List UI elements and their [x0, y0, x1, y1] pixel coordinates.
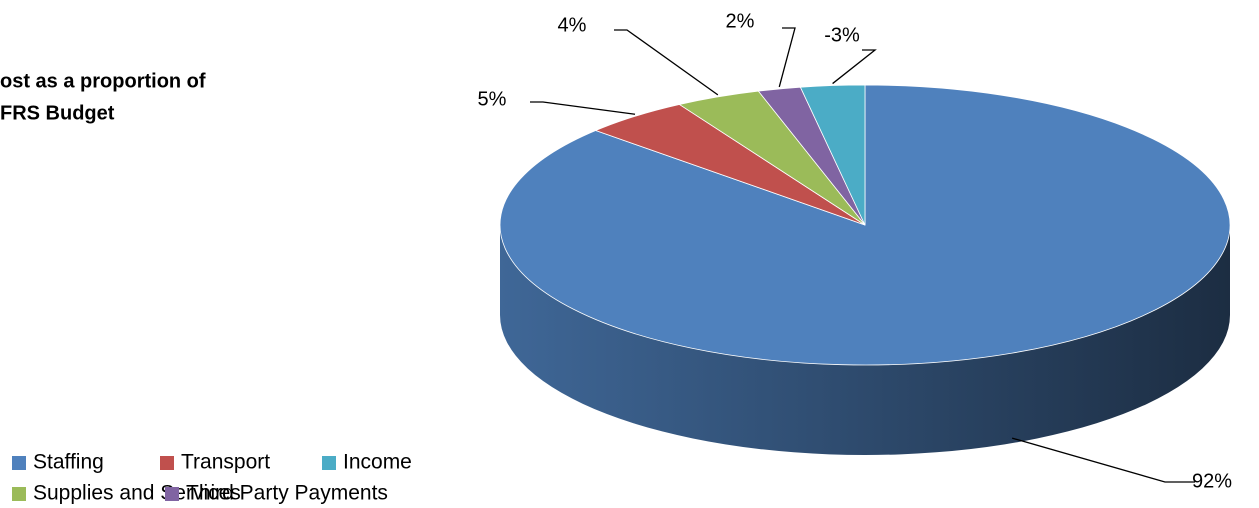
legend-swatch: [12, 487, 26, 501]
legend-swatch: [160, 456, 174, 470]
legend-label: Supplies and Services: [33, 482, 241, 505]
chart-title: FRS Budget: [0, 102, 115, 124]
leader-line: [614, 29, 719, 96]
legend-label: Transport: [181, 451, 270, 474]
legend-swatch: [12, 456, 26, 470]
data-label: 92%: [1192, 470, 1232, 492]
leader-line: [1011, 437, 1195, 483]
legend-label: Staffing: [33, 451, 104, 474]
leader-line: [778, 27, 796, 88]
leader-line: [530, 101, 636, 115]
pie-slice: [799, 84, 866, 226]
data-label: 4%: [558, 14, 587, 36]
pie-slice: [499, 84, 1231, 366]
chart-title: ost as a proportion of: [0, 70, 206, 92]
legend-label: Third Party Payments: [186, 482, 388, 505]
data-label: -3%: [824, 24, 860, 46]
leader-line: [832, 49, 877, 85]
legend-label: Income: [343, 451, 412, 474]
legend-swatch: [322, 456, 336, 470]
data-label: 5%: [478, 88, 507, 110]
pie-side: [500, 225, 1230, 455]
data-label: 2%: [726, 10, 755, 32]
legend-swatch: [165, 487, 179, 501]
